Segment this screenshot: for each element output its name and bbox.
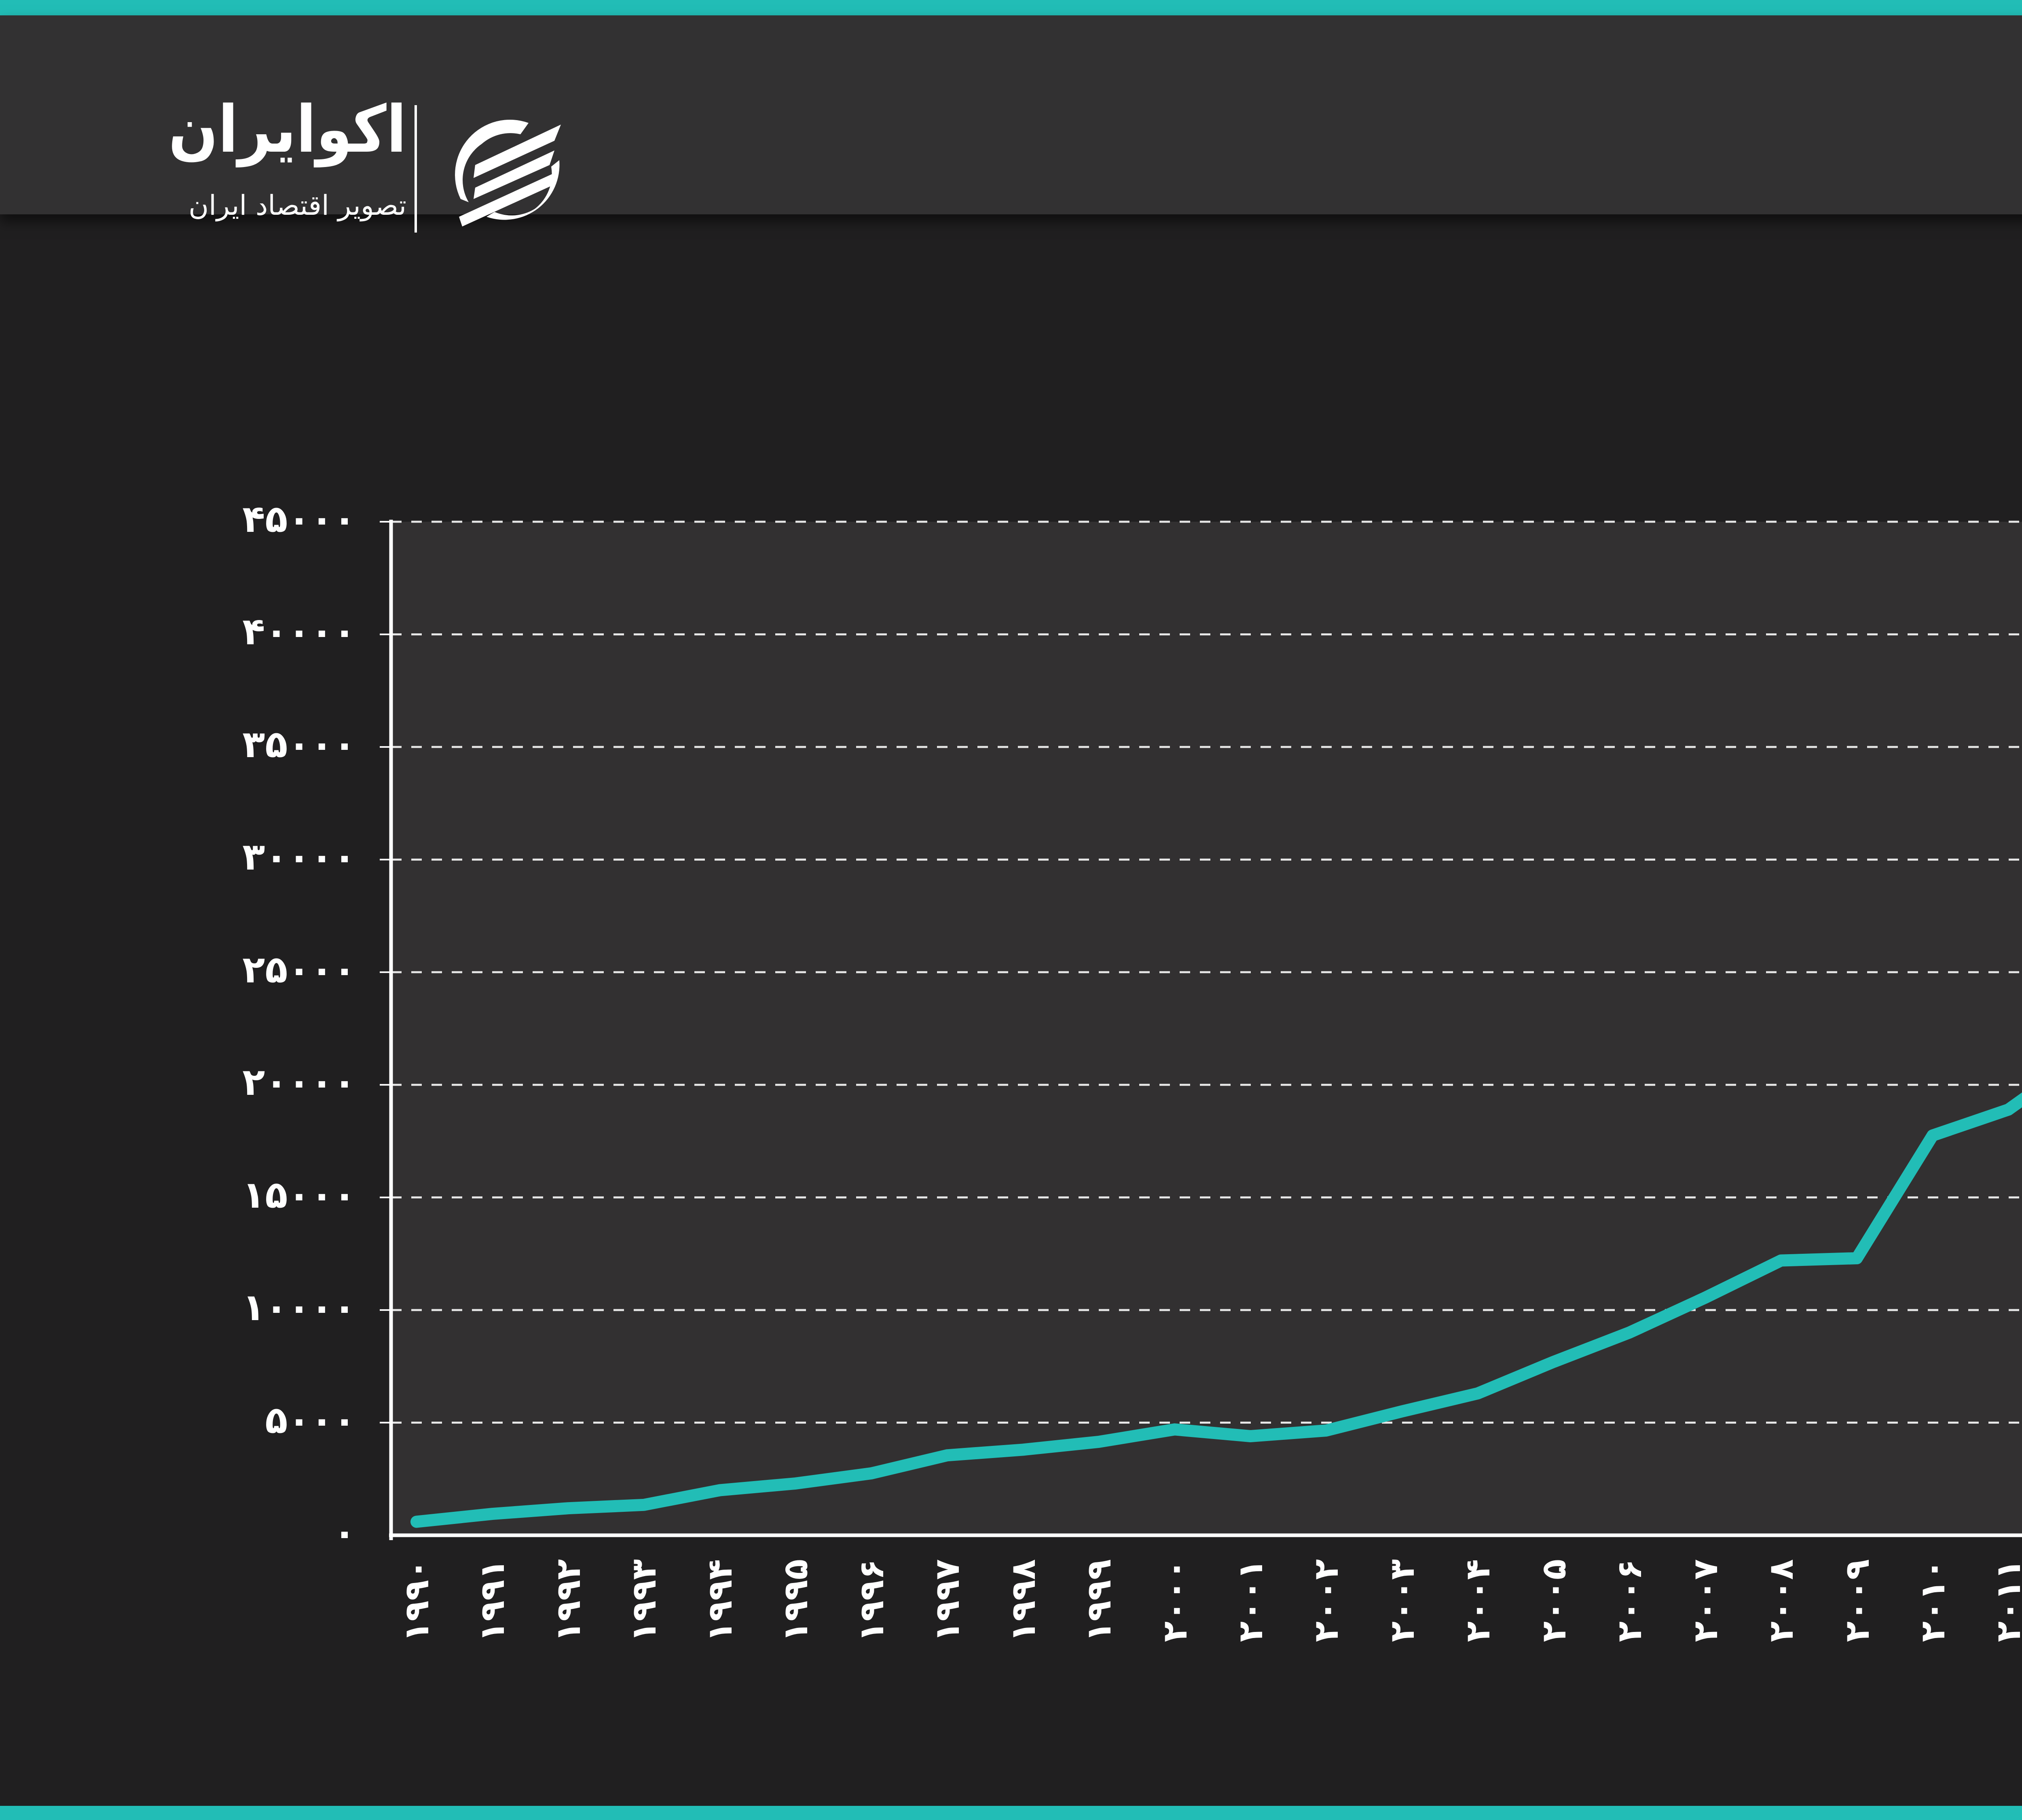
y-tick-label: ۳۰۰۰۰ xyxy=(242,835,356,879)
y-tick-label: ۲۰۰۰۰ xyxy=(242,1060,356,1104)
y-tick-label: ۲۵۰۰۰ xyxy=(242,948,356,991)
top-accent-bar xyxy=(0,0,2022,15)
ecoiran-logo-icon xyxy=(455,120,561,226)
brand-logo: اکوایران تصویر اقتصاد ایران xyxy=(113,93,582,243)
x-tick-label: ۲۰۰۲ xyxy=(1306,1559,1346,1642)
y-tick-label: ۴۵۰۰۰ xyxy=(242,497,356,541)
x-tick-label: ۲۰۰۴ xyxy=(1458,1559,1498,1642)
x-tick-label: ۲۰۰۳ xyxy=(1382,1559,1422,1642)
data-line xyxy=(410,1092,2022,1528)
x-tick-label: ۲۰۰۰ xyxy=(1155,1559,1195,1642)
x-tick-label: ۲۰۰۹ xyxy=(1837,1559,1877,1642)
x-tick-label: ۱۹۹۴ xyxy=(700,1559,740,1642)
plot-area xyxy=(391,522,2022,1535)
logo-divider xyxy=(415,105,417,233)
x-tick-label: ۱۹۹۱ xyxy=(472,1559,512,1642)
x-tick-label: ۱۹۹۸ xyxy=(1003,1559,1043,1642)
x-tick-label: ۱۹۹۳ xyxy=(624,1559,664,1642)
x-tick-label: ۱۹۹۹ xyxy=(1079,1559,1119,1642)
x-tick-label: ۱۹۹۵ xyxy=(776,1559,816,1642)
y-tick-label: ۳۵۰۰۰ xyxy=(242,722,356,766)
x-tick-label: ۲۰۰۸ xyxy=(1761,1559,1801,1642)
y-tick-label: ۵۰۰۰ xyxy=(265,1398,356,1442)
x-tick-label: ۱۹۹۲ xyxy=(548,1559,588,1642)
x-tick-label: ۲۰۰۷ xyxy=(1685,1559,1725,1642)
bottom-accent-bar xyxy=(0,1806,2022,1820)
logo-name: اکوایران xyxy=(168,91,406,167)
y-tick-label: ۱۵۰۰۰ xyxy=(242,1173,356,1217)
y-tick-label: ۰ xyxy=(333,1511,356,1554)
x-tick-label: ۲۰۰۶ xyxy=(1610,1559,1650,1642)
x-tick-label: ۲۰۱۱ xyxy=(1988,1559,2022,1642)
x-tick-label: ۲۰۰۱ xyxy=(1230,1559,1270,1642)
header: صادرات پوشاک بنگلادش (میلیارد دلار) xyxy=(0,15,2022,214)
x-tick-label: ۱۹۹۷ xyxy=(927,1559,967,1642)
y-tick-label: ۱۰۰۰۰ xyxy=(242,1286,356,1329)
x-tick-label: ۲۰۱۰ xyxy=(1913,1559,1952,1642)
x-tick-label: ۱۹۹۰ xyxy=(397,1559,436,1642)
x-tick-label: ۱۹۹۶ xyxy=(851,1559,891,1642)
y-tick-label: ۴۰۰۰۰ xyxy=(242,610,356,654)
x-tick-label: ۲۰۰۵ xyxy=(1533,1559,1574,1642)
logo-tagline: تصویر اقتصاد ایران xyxy=(188,190,406,222)
